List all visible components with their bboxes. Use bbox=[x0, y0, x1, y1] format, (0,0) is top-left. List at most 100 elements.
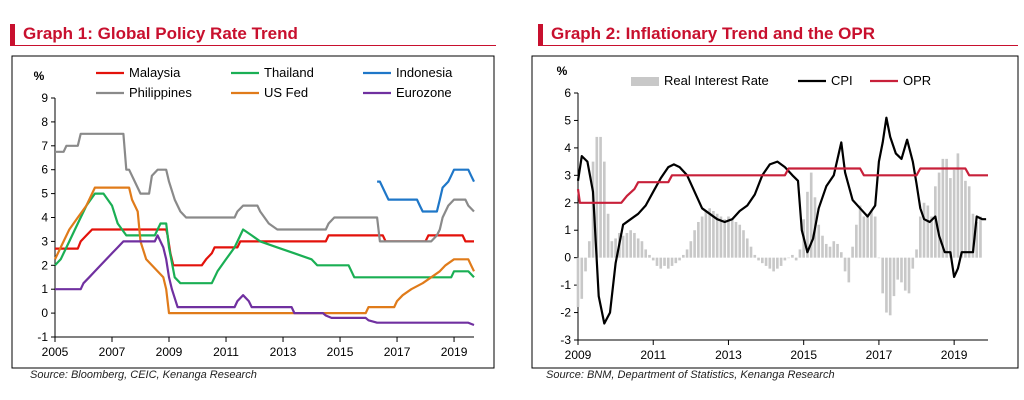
g2-bar bbox=[862, 216, 866, 258]
g2-x-tick-label: 2011 bbox=[640, 348, 666, 362]
g2-bar bbox=[678, 257, 681, 261]
g2-bar bbox=[749, 246, 753, 258]
g1-series-us-fed bbox=[54, 186, 475, 315]
g2-bar bbox=[903, 257, 907, 291]
g2-legend-item: CPI bbox=[798, 73, 853, 88]
g2-bar bbox=[727, 216, 730, 258]
g2-bar bbox=[779, 257, 783, 266]
g2-bar bbox=[587, 241, 591, 258]
g2-bar bbox=[836, 243, 839, 258]
g2-legend-item: Real Interest Rate bbox=[631, 73, 769, 88]
g2-bar bbox=[764, 257, 768, 266]
g2-bar bbox=[828, 246, 832, 258]
g2-bar bbox=[794, 257, 798, 261]
g2-y-tick-label: -3 bbox=[560, 333, 571, 347]
g1-y-tick-label: 8 bbox=[41, 115, 48, 129]
g1-legend-item: Eurozone bbox=[363, 85, 452, 100]
g2-y-tick-label: -2 bbox=[560, 306, 571, 320]
g2-bar bbox=[633, 232, 636, 258]
g2-series-opr bbox=[576, 167, 988, 204]
g2-bar bbox=[967, 186, 971, 258]
g2-bar bbox=[655, 257, 659, 266]
graph1-panel: Graph 1: Global Policy Rate Trend -1 0 1 2 3… bbox=[0, 0, 500, 400]
g2-bar bbox=[783, 257, 787, 261]
g1-series-philippines bbox=[55, 132, 475, 243]
g2-bar bbox=[960, 169, 963, 258]
g2-bar bbox=[975, 221, 979, 258]
g2-x-tick-label: 2019 bbox=[941, 348, 968, 362]
g1-x-tick-label: 2009 bbox=[156, 345, 183, 359]
g2-bar bbox=[603, 161, 606, 258]
g1-y-tick-label: 2 bbox=[41, 258, 48, 272]
g1-line bbox=[55, 132, 475, 243]
g2-bar bbox=[858, 205, 862, 258]
g1-legend-label: Eurozone bbox=[396, 85, 452, 100]
g2-bar bbox=[723, 219, 727, 258]
g2-y-tick-label: 5 bbox=[564, 113, 571, 127]
g2-plot-frame bbox=[531, 55, 1019, 369]
g1-legend-item: Philippines bbox=[96, 85, 192, 100]
graph1-title: Graph 1: Global Policy Rate Trend bbox=[23, 24, 298, 43]
g2-bar bbox=[877, 257, 881, 259]
g2-y-tick-label: 3 bbox=[564, 168, 571, 182]
g2-bar bbox=[734, 221, 738, 258]
graph2-panel: Graph 2: Inflationary Trend and the OPR … bbox=[528, 0, 1024, 400]
g2-bar bbox=[738, 224, 742, 258]
g2-y-tick-label: 0 bbox=[564, 251, 571, 265]
g2-bar bbox=[971, 213, 975, 258]
g2-x-tick-label: 2013 bbox=[715, 348, 742, 362]
g1-line bbox=[55, 234, 475, 327]
g2-bar bbox=[666, 257, 670, 269]
g2-bar bbox=[760, 257, 764, 264]
g2-bar bbox=[757, 257, 760, 261]
g2-bar bbox=[945, 158, 948, 258]
graph1-title-rule bbox=[10, 45, 496, 46]
g2-bar bbox=[629, 230, 632, 258]
g1-x-tick-label: 2015 bbox=[327, 345, 354, 359]
g2-x-tick-label: 2015 bbox=[790, 348, 817, 362]
g2-bar bbox=[708, 208, 711, 258]
g1-line bbox=[54, 186, 475, 315]
g2-bar bbox=[659, 257, 663, 269]
g2-bar bbox=[791, 254, 794, 258]
g2-bar bbox=[663, 257, 666, 266]
g2-bar bbox=[843, 257, 847, 272]
g2-bar bbox=[922, 202, 926, 258]
g1-legend-item: Indonesia bbox=[363, 65, 453, 80]
g2-bar bbox=[625, 232, 629, 258]
g2-bar bbox=[956, 153, 960, 258]
g2-bar bbox=[745, 238, 749, 258]
g2-x-tick-label: 2017 bbox=[866, 348, 893, 362]
g1-y-tick-label: 5 bbox=[41, 187, 48, 201]
g2-bar bbox=[651, 257, 655, 261]
g2-bar bbox=[930, 216, 933, 258]
g2-bar bbox=[881, 257, 884, 294]
g2-bar bbox=[949, 178, 952, 258]
g2-bar bbox=[911, 257, 915, 269]
g1-x-tick-label: 2005 bbox=[42, 345, 69, 359]
g1-legend-item: US Fed bbox=[231, 85, 308, 100]
g1-y-tick-label: 7 bbox=[41, 139, 48, 153]
g2-bar bbox=[941, 158, 945, 258]
g1-legend-item: Thailand bbox=[231, 65, 314, 80]
g1-legend-label: Philippines bbox=[129, 85, 192, 100]
g2-bar bbox=[964, 180, 967, 258]
g2-bar bbox=[674, 257, 678, 264]
g1-x-tick-label: 2007 bbox=[99, 345, 126, 359]
g2-line bbox=[576, 116, 987, 325]
g2-bar bbox=[697, 221, 700, 258]
g1-y-unit-label: % bbox=[34, 69, 45, 83]
g2-bar bbox=[896, 257, 900, 280]
g2-bar bbox=[806, 191, 809, 258]
g2-bar bbox=[817, 224, 821, 258]
g1-y-tick-label: 4 bbox=[41, 211, 48, 225]
g2-y-unit-label: % bbox=[557, 64, 568, 78]
g1-line bbox=[54, 192, 475, 285]
graph2-source: Source: BNM, Department of Statistics, K… bbox=[546, 369, 835, 381]
g2-bar bbox=[888, 257, 892, 316]
graph2-chart: -3 -2 -1 0 1 2 3 4 5 6% 2009 2011 2013 2015 2017 2019 Re… bbox=[531, 55, 1019, 369]
g2-bar bbox=[776, 257, 779, 269]
g2-bar bbox=[952, 169, 956, 258]
g2-bar bbox=[689, 241, 693, 258]
g2-bar bbox=[712, 211, 715, 258]
